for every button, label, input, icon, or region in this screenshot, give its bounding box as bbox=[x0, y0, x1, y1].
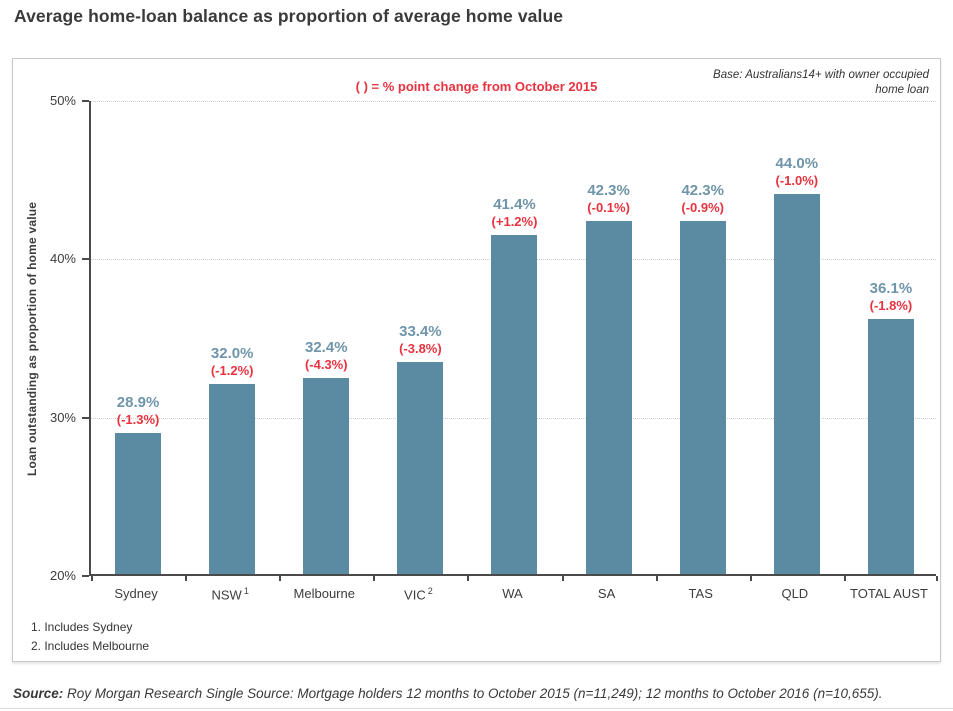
x-axis-label-tas: TAS bbox=[654, 586, 748, 601]
y-tick-label-30: 30% bbox=[49, 409, 76, 425]
bar-slot-vic: 33.4% (-3.8%) bbox=[373, 101, 467, 574]
x-axis-tick bbox=[655, 576, 658, 581]
x-axis-label-text: WA bbox=[502, 586, 523, 601]
bar-value-label: 36.1% bbox=[869, 280, 913, 298]
bar-labels: 32.0% (-1.2%) bbox=[161, 344, 303, 379]
y-axis-tick bbox=[82, 100, 89, 102]
bar-value-label: 32.0% bbox=[210, 345, 254, 362]
bar-nsw bbox=[209, 384, 256, 574]
x-axis-label-text: VIC bbox=[404, 587, 426, 603]
bar-sa bbox=[585, 220, 632, 574]
x-axis-label-sa: SA bbox=[560, 586, 654, 601]
gridline-50pct bbox=[91, 101, 936, 102]
bar-value-label: 33.4% bbox=[399, 322, 442, 340]
bar-labels: 28.9% (-1.3%) bbox=[67, 393, 209, 428]
bar-change-label: (-4.3%) bbox=[304, 356, 348, 372]
source-text: Roy Morgan Research Single Source: Mortg… bbox=[63, 686, 883, 701]
bar-labels: 42.3% (-0.1%) bbox=[538, 181, 680, 216]
bar-labels: 33.4% (-3.8%) bbox=[349, 322, 491, 357]
bar-change-label: (-1.8%) bbox=[869, 298, 913, 314]
y-axis-tick bbox=[82, 416, 89, 419]
y-axis-tick bbox=[82, 575, 89, 577]
x-axis-label-superscript: 2 bbox=[427, 586, 433, 596]
x-axis-tick bbox=[185, 576, 188, 581]
x-axis-label-text: Sydney bbox=[114, 586, 158, 601]
x-axis-tick bbox=[561, 576, 564, 581]
bar-labels: 44.0% (-1.0%) bbox=[726, 154, 868, 189]
bar-labels: 36.1% (-1.8%) bbox=[820, 279, 953, 314]
bar-labels: 32.4% (-4.3%) bbox=[255, 338, 397, 373]
bar-vic bbox=[397, 361, 444, 574]
bar-qld bbox=[773, 194, 820, 574]
bar-change-label: (-0.1%) bbox=[587, 199, 630, 215]
y-tick-label-50: 50% bbox=[49, 93, 76, 108]
chart-frame: ( ) = % point change from October 2015 B… bbox=[12, 58, 941, 662]
bar-wa bbox=[491, 235, 538, 574]
bar-slot-wa: 41.4% (+1.2%) bbox=[467, 101, 561, 574]
x-axis-label-superscript: 1 bbox=[243, 586, 249, 596]
x-axis-label-total-aust: TOTAL AUST bbox=[842, 586, 936, 601]
bar-slot-sa: 42.3% (-0.1%) bbox=[562, 101, 656, 574]
bar-change-label: (-1.0%) bbox=[775, 173, 819, 188]
x-axis-label-text: QLD bbox=[781, 586, 809, 601]
x-axis-tick bbox=[843, 576, 846, 581]
bar-slot-melbourne: 32.4% (-4.3%) bbox=[279, 101, 373, 574]
bar-labels: 41.4% (+1.2%) bbox=[443, 195, 585, 230]
x-axis-label-text: TAS bbox=[688, 586, 713, 601]
bar-slot-tas: 42.3% (-0.9%) bbox=[656, 101, 750, 574]
x-axis-tick bbox=[373, 576, 376, 581]
x-axis-tick bbox=[279, 576, 282, 581]
footnotes: 1. Includes Sydney 2. Includes Melbourne bbox=[31, 618, 149, 656]
bar-change-label: (-3.8%) bbox=[399, 340, 442, 356]
source-line: Source: Roy Morgan Research Single Sourc… bbox=[13, 686, 948, 701]
x-axis-label-text: SA bbox=[597, 586, 616, 601]
bar-change-label: (-0.9%) bbox=[681, 199, 725, 215]
y-axis-tick bbox=[82, 258, 89, 261]
bar-melbourne bbox=[303, 377, 350, 574]
base-note: Base: Australians14+ with owner occupied… bbox=[713, 68, 929, 98]
x-axis-label-melbourne: Melbourne bbox=[277, 586, 371, 601]
y-axis-title: Loan outstanding as proportion of home v… bbox=[25, 201, 39, 476]
bar-value-label: 32.4% bbox=[305, 338, 348, 356]
footnote-1: 1. Includes Sydney bbox=[31, 620, 133, 634]
base-note-line1: Base: Australians14+ with owner occupied bbox=[713, 69, 929, 81]
bar-sydney bbox=[115, 433, 162, 574]
bar-total-aust bbox=[867, 319, 914, 574]
bar-labels: 42.3% (-0.9%) bbox=[632, 181, 774, 216]
bar-change-label: (-1.3%) bbox=[116, 412, 160, 428]
bar-value-label: 28.9% bbox=[116, 394, 160, 412]
legend-note: ( ) = % point change from October 2015 bbox=[355, 79, 598, 94]
y-tick-label-40: 40% bbox=[49, 251, 76, 267]
x-axis-tick bbox=[91, 576, 93, 581]
bar-slot-total-aust: 36.1% (-1.8%) bbox=[844, 101, 938, 574]
x-axis-label-vic: VIC 2 bbox=[371, 586, 465, 602]
x-axis-label-text: Melbourne bbox=[293, 586, 355, 601]
bar-value-label: 44.0% bbox=[775, 155, 819, 172]
x-axis-label-sydney: Sydney bbox=[89, 586, 183, 601]
x-axis-tick bbox=[749, 576, 752, 581]
x-axis-label-wa: WA bbox=[465, 586, 559, 601]
x-axis-label-text: NSW bbox=[211, 587, 242, 603]
source-label: Source: bbox=[13, 686, 64, 701]
bar-slot-nsw: 32.0% (-1.2%) bbox=[185, 101, 279, 574]
footnote-2: 2. Includes Melbourne bbox=[31, 639, 150, 653]
x-axis-tick bbox=[936, 576, 938, 581]
bar-value-label: 42.3% bbox=[587, 181, 630, 199]
bar-tas bbox=[679, 220, 726, 574]
bottom-divider bbox=[0, 708, 953, 709]
bar-value-label: 41.4% bbox=[493, 196, 536, 214]
bar-value-label: 42.3% bbox=[681, 181, 724, 199]
bar-slot-sydney: 28.9% (-1.3%) bbox=[91, 101, 185, 574]
x-axis-tick bbox=[467, 576, 470, 581]
x-axis-label-nsw: NSW 1 bbox=[183, 586, 277, 602]
bar-slot-qld: 44.0% (-1.0%) bbox=[750, 101, 844, 574]
x-axis-label-qld: QLD bbox=[748, 586, 842, 601]
y-tick-label-20: 20% bbox=[49, 568, 76, 583]
bar-change-label: (+1.2%) bbox=[491, 214, 538, 230]
page-title: Average home-loan balance as proportion … bbox=[14, 6, 564, 26]
x-axis-label-text: TOTAL AUST bbox=[850, 586, 928, 601]
base-note-line2: home loan bbox=[875, 84, 929, 96]
bar-change-label: (-1.2%) bbox=[210, 363, 254, 378]
plot-area: 28.9% (-1.3%) 32.0% (-1.2%) 32.4% (-4.3%) 33.4… bbox=[82, 100, 938, 581]
